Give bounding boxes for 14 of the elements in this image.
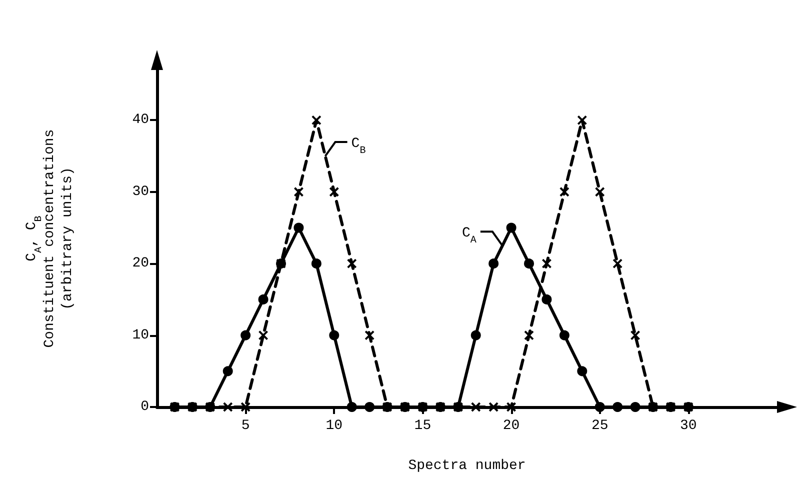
y-tick-label: 0 <box>140 399 149 415</box>
x-tick-label: 30 <box>680 418 697 434</box>
x-tick-label: 15 <box>414 418 432 434</box>
x-tick-label: 5 <box>241 418 250 434</box>
y-tick-label: 10 <box>132 327 149 344</box>
x-tick-label: 20 <box>502 418 520 434</box>
y-tick-label: 20 <box>132 256 149 272</box>
x-tick-label: 10 <box>326 418 343 434</box>
annotation: C$_{B}$ <box>351 136 366 157</box>
y-tick-label: 40 <box>132 112 149 128</box>
y-tick-label: 30 <box>132 184 149 200</box>
x-axis-title: Spectra number <box>408 458 526 474</box>
x-tick-label: 25 <box>591 418 608 434</box>
annotation: C$_{A}$ <box>462 226 476 246</box>
